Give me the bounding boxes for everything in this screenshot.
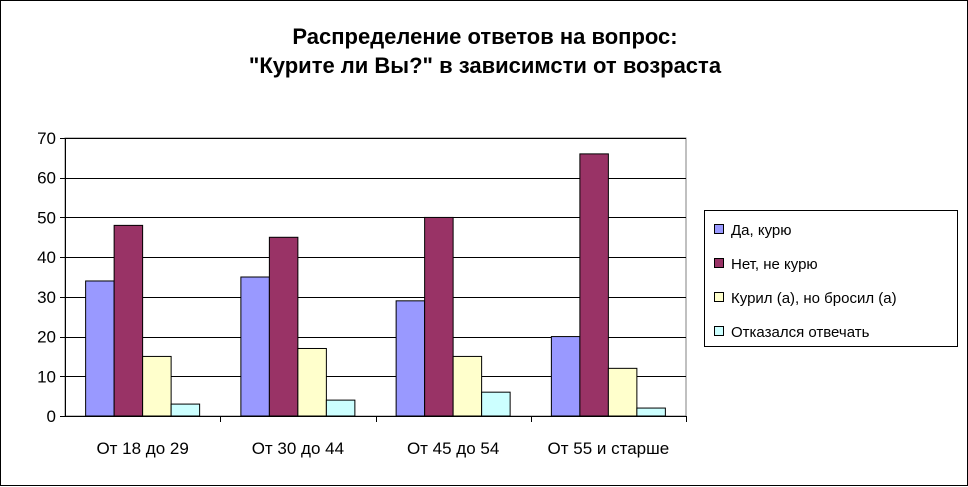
legend-label-2: Нет, не курю <box>731 256 818 273</box>
bar-1-3 <box>142 355 172 417</box>
y-tick-label: 40 <box>37 248 56 267</box>
bar-4-1 <box>550 336 581 417</box>
bar-3-1 <box>395 300 426 417</box>
x-tick-label: От 55 и старше <box>548 439 670 458</box>
legend-box <box>704 210 958 347</box>
y-tick-label: 50 <box>37 208 56 227</box>
legend-label-3: Курил (а), но бросил (а) <box>731 290 897 307</box>
bar-2-4 <box>325 399 356 417</box>
bar-1-1 <box>85 280 115 417</box>
x-tick-label: От 18 до 29 <box>96 439 188 458</box>
chart-title-line-2: "Курите ли Вы?" в зависимсти от возраста <box>249 53 722 78</box>
y-tick-label: 60 <box>37 169 56 188</box>
bar-2-2 <box>268 236 299 417</box>
legend-swatch-3 <box>714 292 724 302</box>
legend: Да, курю Нет, не курю Курил (а), но бросил… <box>704 210 958 347</box>
y-tick-label: 30 <box>37 288 56 307</box>
bar-3-4 <box>481 391 511 417</box>
bar-4-2 <box>579 153 609 417</box>
legend-swatch-4 <box>714 326 724 336</box>
plot-area: 0 10 20 30 40 50 60 70 От 18 до 29 От 30 до 44 От … <box>37 129 687 458</box>
legend-label-1: Да, курю <box>731 222 792 239</box>
bar-1-2 <box>113 224 144 417</box>
legend-swatch-2 <box>714 258 724 268</box>
bar-2-3 <box>297 347 327 417</box>
legend-label-4: Отказался отвечать <box>731 324 870 341</box>
bar-4-3 <box>607 367 638 417</box>
x-tick-label: От 30 до 44 <box>252 439 344 458</box>
bar-3-2 <box>424 216 454 417</box>
y-tick-label: 70 <box>37 129 56 148</box>
bar-1-4 <box>170 403 201 417</box>
x-tick-label: От 45 до 54 <box>407 439 499 458</box>
bar-4-4 <box>636 407 666 417</box>
bar-3-3 <box>452 355 483 417</box>
chart-title-line-1: Распределение ответов на вопрос: <box>292 24 677 49</box>
y-tick-label: 0 <box>47 407 56 426</box>
y-tick-label: 10 <box>37 367 56 386</box>
y-tick-label: 20 <box>37 328 56 347</box>
bar-2-1 <box>240 276 270 417</box>
legend-swatch-1 <box>714 224 724 234</box>
